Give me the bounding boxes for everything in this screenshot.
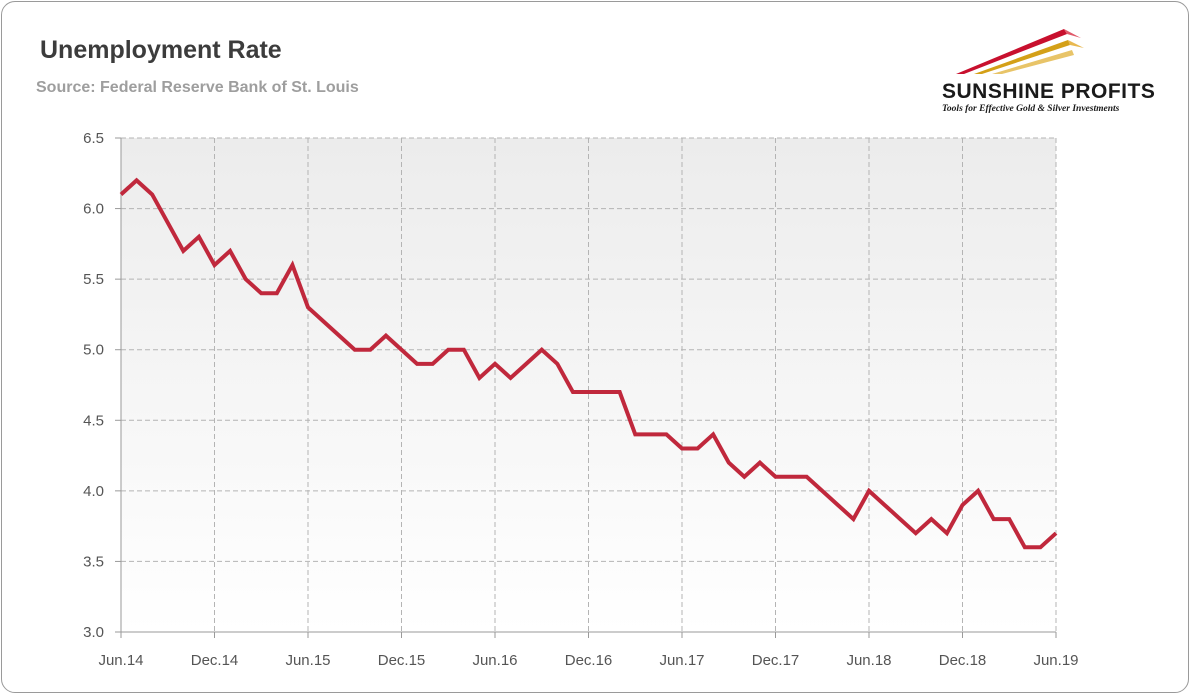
data-point xyxy=(197,235,201,239)
x-axis-ticks: Jun.14 Dec.14 Jun.15 Dec.15 Jun.16 Dec.16 Jun.… xyxy=(98,632,1079,669)
data-point xyxy=(789,475,793,479)
data-point xyxy=(384,334,388,338)
logo-name: SUNSHINE PROFITS xyxy=(942,80,1156,103)
data-point xyxy=(961,503,965,507)
data-point xyxy=(571,390,575,394)
data-point xyxy=(228,249,232,253)
y-tick-label: 3.0 xyxy=(83,624,104,641)
data-point xyxy=(914,531,918,535)
x-tick-label: Dec.14 xyxy=(191,652,239,669)
data-point xyxy=(524,362,528,366)
data-point xyxy=(509,376,513,380)
y-tick-label: 3.5 xyxy=(83,553,104,570)
data-point xyxy=(664,432,668,436)
data-point xyxy=(150,192,154,196)
data-point xyxy=(680,447,684,451)
data-point xyxy=(462,348,466,352)
x-tick-label: Dec.15 xyxy=(378,652,426,669)
data-point xyxy=(259,291,263,295)
sunshine-profits-logo: SUNSHINE PROFITS Tools for Effective Gol… xyxy=(936,20,1176,120)
unemployment-rate-line xyxy=(119,177,1058,550)
data-point xyxy=(727,461,731,465)
x-tick-label: Dec.17 xyxy=(752,652,800,669)
data-point xyxy=(400,348,404,352)
y-tick-label: 4.0 xyxy=(83,483,104,500)
y-tick-label: 5.0 xyxy=(83,342,104,359)
data-point xyxy=(337,334,341,338)
data-point xyxy=(353,348,357,352)
data-point xyxy=(135,178,139,182)
data-point xyxy=(322,319,326,323)
data-point xyxy=(696,447,700,451)
data-point xyxy=(275,291,279,295)
chart-subtitle: Source: Federal Reserve Bank of St. Loui… xyxy=(36,79,359,96)
y-tick-label: 6.5 xyxy=(83,130,104,147)
data-point xyxy=(805,475,809,479)
x-tick-label: Dec.18 xyxy=(939,652,987,669)
data-point xyxy=(119,192,123,196)
data-point xyxy=(306,305,310,309)
data-point xyxy=(431,362,435,366)
logo-tagline: Tools for Effective Gold & Silver Invest… xyxy=(942,104,1120,114)
data-point xyxy=(898,517,902,521)
data-point xyxy=(945,531,949,535)
data-point xyxy=(976,489,980,493)
data-point xyxy=(587,390,591,394)
y-tick-label: 6.0 xyxy=(83,201,104,218)
data-point xyxy=(181,249,185,253)
data-point xyxy=(758,461,762,465)
data-point xyxy=(929,517,933,521)
data-point xyxy=(555,362,559,366)
data-point xyxy=(649,432,653,436)
data-point xyxy=(415,362,419,366)
data-point xyxy=(446,348,450,352)
data-point xyxy=(290,263,294,267)
data-point xyxy=(213,263,217,267)
data-point xyxy=(540,348,544,352)
data-point xyxy=(602,390,606,394)
data-point xyxy=(1038,545,1042,549)
data-point xyxy=(493,362,497,366)
data-point xyxy=(633,432,637,436)
x-tick-label: Dec.16 xyxy=(565,652,613,669)
x-tick-label: Jun.14 xyxy=(98,652,143,669)
data-point xyxy=(836,503,840,507)
x-tick-label: Jun.18 xyxy=(846,652,891,669)
data-point xyxy=(992,517,996,521)
data-point xyxy=(820,489,824,493)
data-point xyxy=(166,221,170,225)
data-point xyxy=(477,376,481,380)
x-tick-label: Jun.15 xyxy=(285,652,330,669)
data-point xyxy=(1007,517,1011,521)
x-tick-label: Jun.17 xyxy=(659,652,704,669)
data-point xyxy=(368,348,372,352)
y-tick-label: 4.5 xyxy=(83,412,104,429)
data-point xyxy=(867,489,871,493)
x-tick-label: Jun.16 xyxy=(472,652,517,669)
x-tick-label: Jun.19 xyxy=(1033,652,1078,669)
data-point xyxy=(1054,531,1058,535)
y-tick-label: 5.5 xyxy=(83,271,104,288)
data-point xyxy=(883,503,887,507)
sunshine-profits-swoosh-icon xyxy=(956,29,1084,74)
data-point xyxy=(244,277,248,281)
data-point xyxy=(742,475,746,479)
chart-title: Unemployment Rate xyxy=(40,36,282,64)
data-point xyxy=(1023,545,1027,549)
y-axis-ticks: 3.0 3.5 4.0 4.5 5.0 5.5 6.0 6.5 xyxy=(83,130,121,641)
data-point xyxy=(774,475,778,479)
series-layer xyxy=(119,177,1058,550)
grid-lines xyxy=(121,137,1057,632)
data-point xyxy=(711,432,715,436)
data-point xyxy=(618,390,622,394)
data-point xyxy=(851,517,855,521)
